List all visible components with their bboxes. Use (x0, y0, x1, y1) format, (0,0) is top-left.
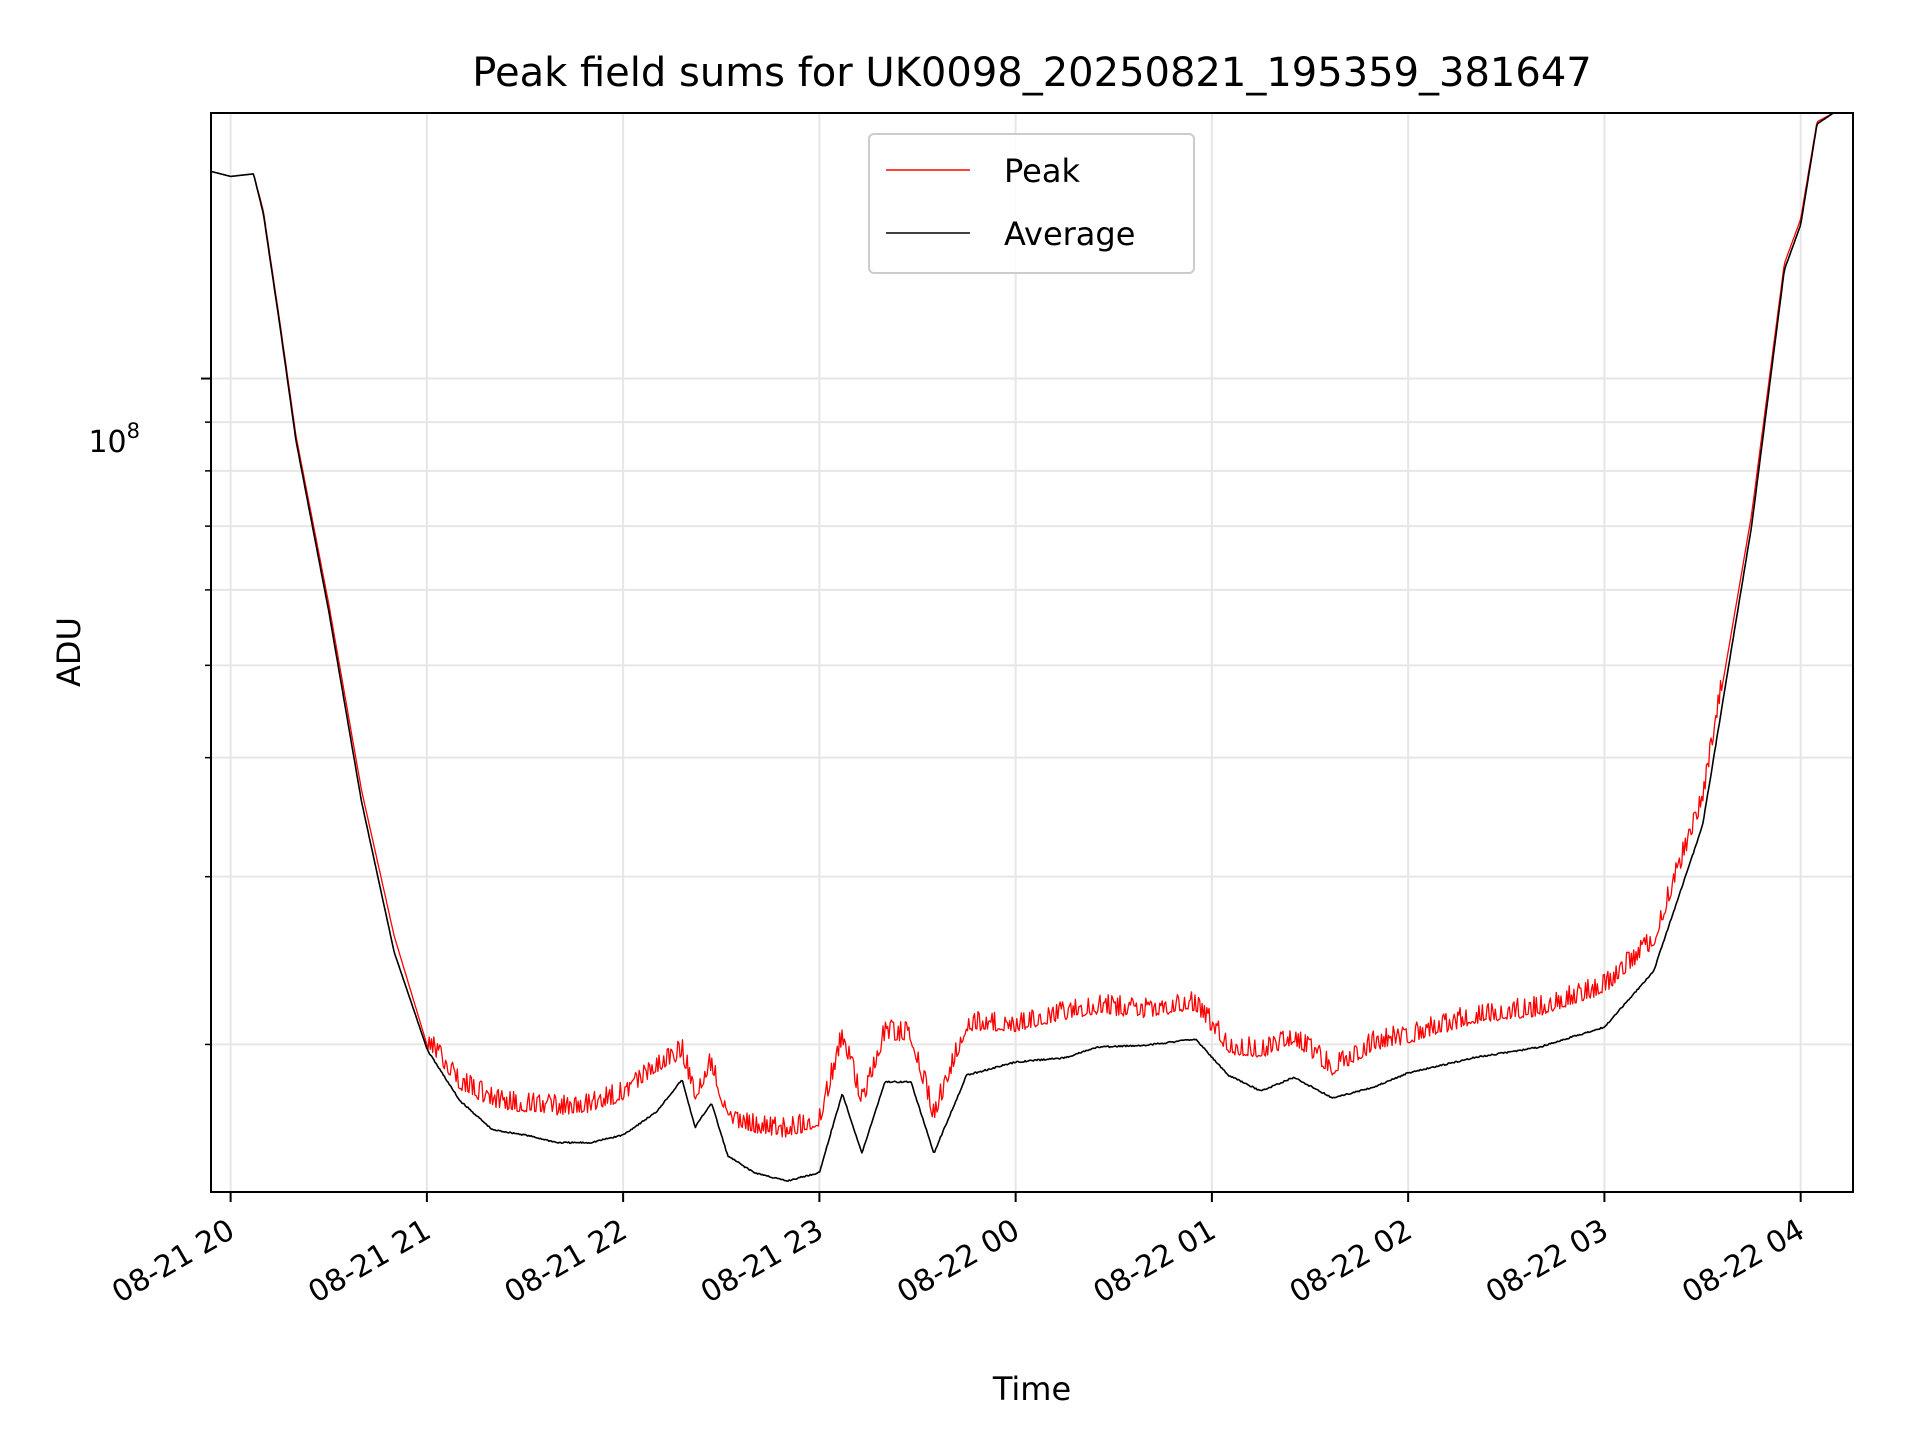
legend: Peak Average (868, 133, 1195, 274)
legend-label-average: Average (1004, 215, 1135, 253)
y-axis-title: ADU (50, 617, 88, 687)
plot-frame (210, 112, 1854, 1193)
y-axis: 108 (88, 377, 211, 1046)
legend-label-peak: Peak (1004, 152, 1080, 190)
series-line-peak (210, 112, 1853, 1138)
y-tick-label: 108 (88, 419, 140, 460)
x-axis-title: Time (992, 1370, 1071, 1408)
series-layer (210, 112, 1853, 1182)
grid-lines (211, 113, 1853, 1192)
legend-box (868, 133, 1195, 274)
series-line-average (210, 112, 1853, 1182)
chart-title: Peak field sums for UK0098_20250821_1953… (472, 50, 1591, 96)
